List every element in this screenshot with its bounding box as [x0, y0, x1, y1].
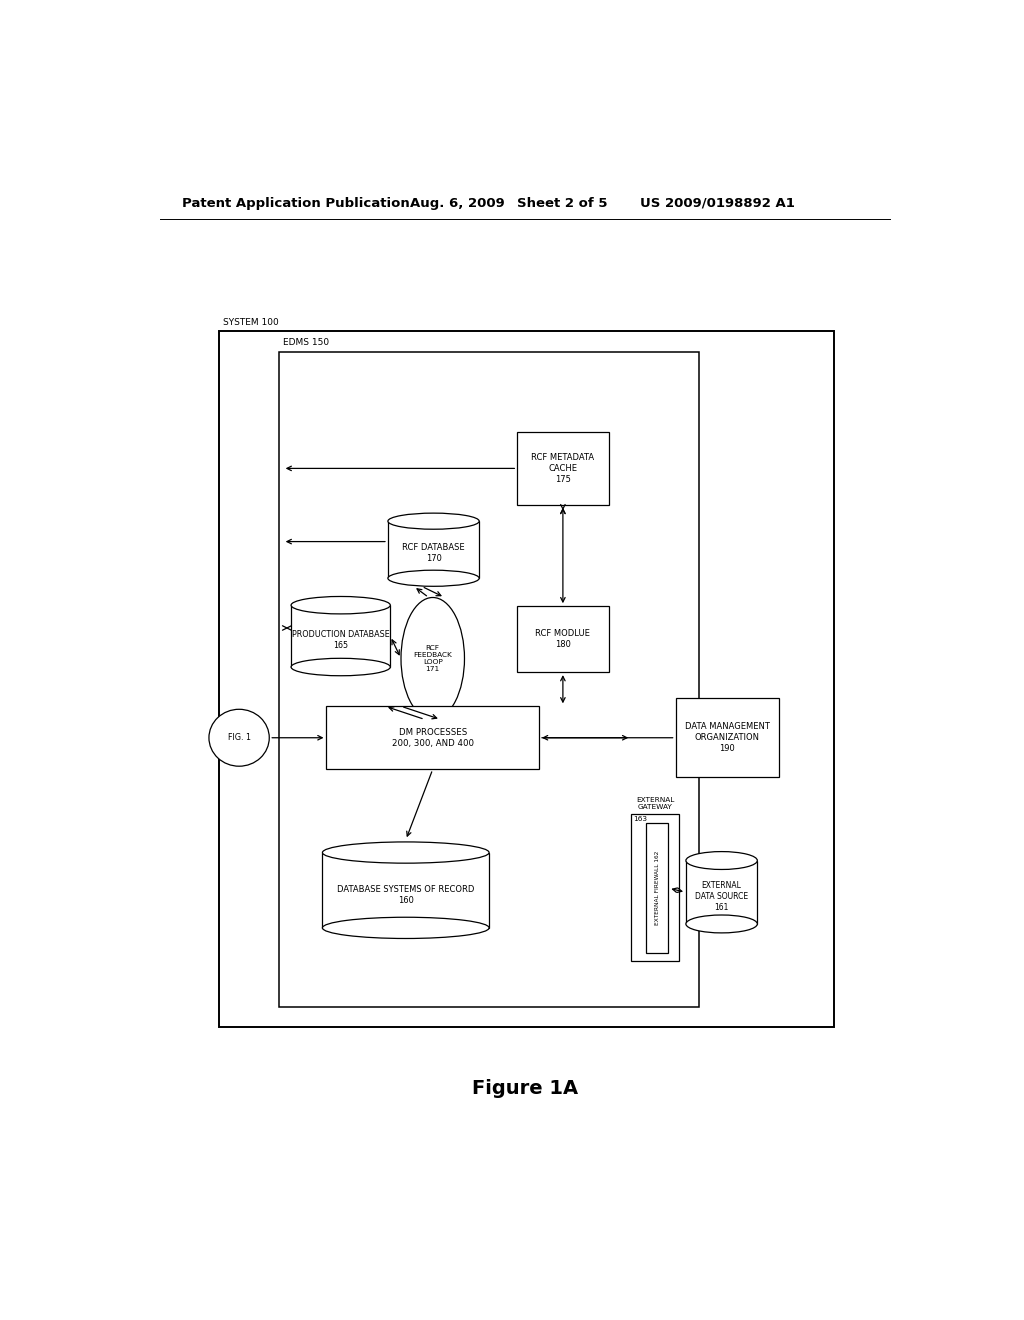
FancyBboxPatch shape: [517, 606, 608, 672]
FancyBboxPatch shape: [219, 331, 835, 1027]
FancyBboxPatch shape: [517, 432, 608, 506]
Ellipse shape: [291, 597, 390, 614]
Text: EXTERNAL
GATEWAY: EXTERNAL GATEWAY: [636, 797, 674, 810]
FancyBboxPatch shape: [327, 706, 539, 770]
Text: FIG. 1: FIG. 1: [227, 733, 251, 742]
Text: EDMS 150: EDMS 150: [283, 338, 329, 347]
Polygon shape: [686, 861, 758, 924]
Ellipse shape: [401, 598, 465, 719]
FancyBboxPatch shape: [279, 351, 699, 1007]
Ellipse shape: [686, 851, 758, 870]
Text: SYSTEM 100: SYSTEM 100: [223, 318, 279, 327]
Text: RCF
FEEDBACK
LOOP
171: RCF FEEDBACK LOOP 171: [414, 645, 453, 672]
Ellipse shape: [388, 570, 479, 586]
FancyBboxPatch shape: [676, 698, 778, 777]
Text: RCF MODLUE
180: RCF MODLUE 180: [536, 630, 590, 649]
Text: RCF DATABASE
170: RCF DATABASE 170: [402, 544, 465, 564]
Text: RCF METADATA
CACHE
175: RCF METADATA CACHE 175: [531, 453, 595, 484]
Text: Sheet 2 of 5: Sheet 2 of 5: [517, 197, 607, 210]
Ellipse shape: [209, 709, 269, 766]
Text: Aug. 6, 2009: Aug. 6, 2009: [410, 197, 505, 210]
Text: DATA MANAGEMENT
ORGANIZATION
190: DATA MANAGEMENT ORGANIZATION 190: [685, 722, 770, 754]
Ellipse shape: [323, 917, 489, 939]
Text: EXTERNAL
DATA SOURCE
161: EXTERNAL DATA SOURCE 161: [695, 880, 749, 912]
Text: Patent Application Publication: Patent Application Publication: [182, 197, 410, 210]
Ellipse shape: [291, 659, 390, 676]
Text: 163: 163: [633, 816, 647, 822]
Polygon shape: [291, 605, 390, 667]
Polygon shape: [323, 853, 489, 928]
Ellipse shape: [388, 513, 479, 529]
Text: DATABASE SYSTEMS OF RECORD
160: DATABASE SYSTEMS OF RECORD 160: [337, 884, 474, 906]
Ellipse shape: [323, 842, 489, 863]
Text: PRODUCTION DATABASE
165: PRODUCTION DATABASE 165: [292, 630, 389, 651]
Text: EXTERNAL FIREWALL 162: EXTERNAL FIREWALL 162: [654, 851, 659, 925]
FancyBboxPatch shape: [631, 814, 679, 961]
Polygon shape: [388, 521, 479, 578]
FancyBboxPatch shape: [646, 824, 669, 953]
Text: Figure 1A: Figure 1A: [472, 1078, 578, 1098]
Ellipse shape: [686, 915, 758, 933]
Text: DM PROCESSES
200, 300, AND 400: DM PROCESSES 200, 300, AND 400: [392, 727, 474, 748]
Text: US 2009/0198892 A1: US 2009/0198892 A1: [640, 197, 795, 210]
